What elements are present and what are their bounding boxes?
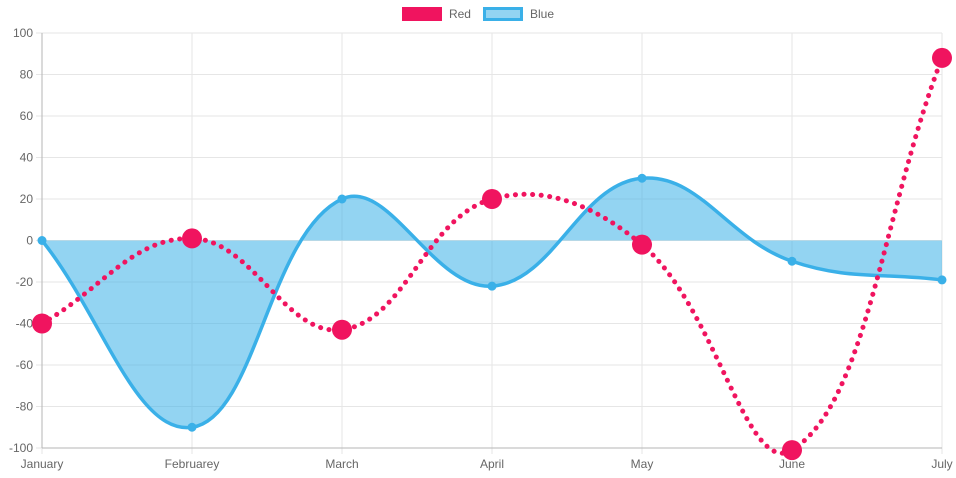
- legend-swatch-blue-icon: [482, 7, 523, 21]
- x-axis-tick-label: June: [779, 457, 805, 471]
- legend-label-blue: Blue: [529, 7, 555, 21]
- y-axis-tick-label: 60: [20, 109, 34, 123]
- y-axis-tick-label: 20: [20, 192, 34, 206]
- y-axis-tick-label: -100: [9, 441, 33, 455]
- blue-series-area: [42, 178, 942, 428]
- blue-data-point[interactable]: [337, 194, 347, 204]
- y-axis-tick-label: 100: [13, 26, 33, 40]
- red-data-point[interactable]: [182, 228, 202, 249]
- x-axis-tick-label: Februarey: [165, 457, 220, 471]
- x-axis-tick-label: July: [931, 457, 952, 471]
- red-data-point[interactable]: [782, 440, 802, 461]
- blue-data-point[interactable]: [637, 173, 647, 183]
- red-data-point[interactable]: [932, 47, 952, 68]
- y-axis-tick-label: 80: [20, 68, 34, 82]
- y-axis-tick-label: 0: [26, 234, 33, 248]
- blue-data-point[interactable]: [937, 275, 947, 285]
- red-data-point[interactable]: [332, 319, 352, 340]
- y-axis-tick-label: 40: [20, 151, 34, 165]
- legend-label-red: Red: [448, 7, 471, 21]
- legend-swatch-red-icon: [401, 7, 442, 21]
- x-axis-tick-label: May: [631, 457, 654, 471]
- x-axis-tick-label: April: [480, 457, 504, 471]
- y-axis-tick-label: -40: [16, 317, 34, 331]
- red-data-point[interactable]: [482, 189, 502, 209]
- red-series-line: [39, 55, 945, 456]
- blue-data-point[interactable]: [487, 281, 497, 291]
- x-axis-tick-label: January: [21, 457, 64, 471]
- red-data-point[interactable]: [632, 234, 652, 255]
- blue-data-point[interactable]: [787, 256, 797, 266]
- x-axis-tick-label: March: [325, 457, 358, 471]
- blue-data-point[interactable]: [187, 422, 197, 432]
- y-axis-tick-label: -60: [16, 358, 34, 372]
- legend-item-blue[interactable]: Blue: [482, 7, 555, 21]
- y-axis-tick-label: -20: [16, 275, 34, 289]
- chart-legend: Red Blue: [0, 7, 956, 21]
- y-axis-tick-label: -80: [16, 400, 34, 414]
- legend-item-red[interactable]: Red: [401, 7, 471, 21]
- red-data-point[interactable]: [32, 313, 52, 334]
- blue-data-point[interactable]: [37, 236, 47, 245]
